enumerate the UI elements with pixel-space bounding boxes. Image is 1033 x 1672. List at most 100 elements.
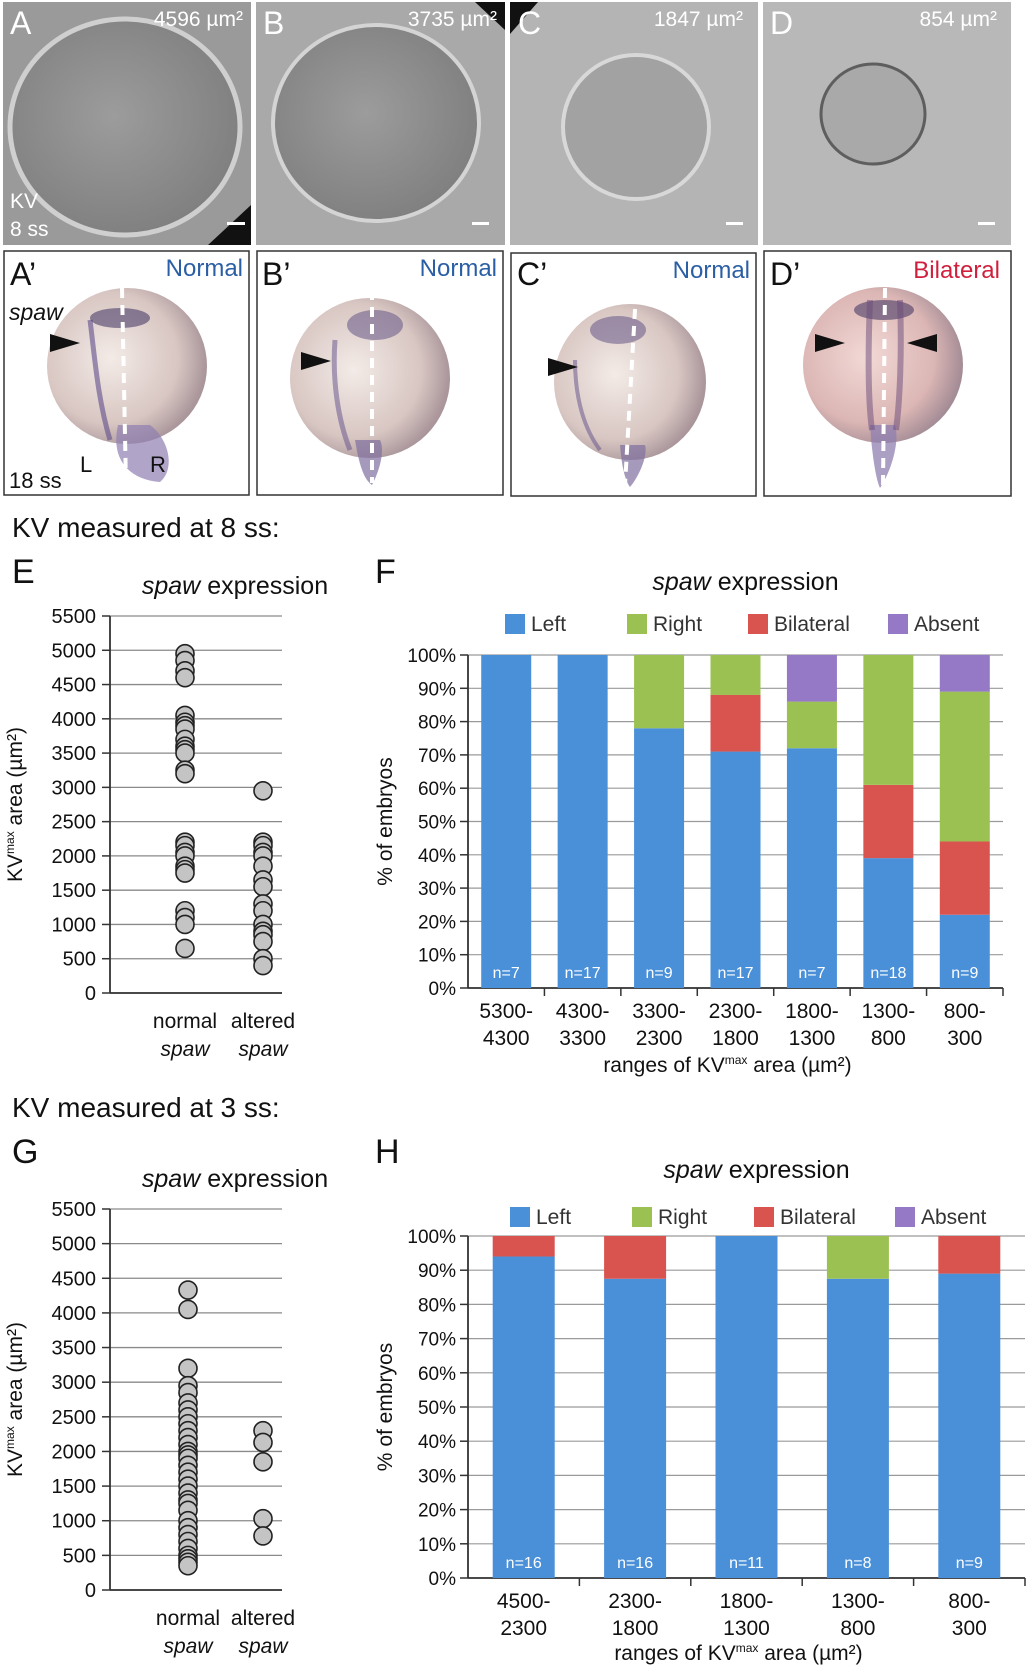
chart-h-category-sublabel: 2300: [500, 1617, 547, 1640]
spaw-status-c: Normal: [673, 257, 750, 284]
chart-f-ytick-label: 90%: [418, 679, 456, 700]
chart-h-ytick-label: 20%: [418, 1501, 456, 1522]
chart-g-data-point: [253, 1508, 273, 1529]
chart-h-legend-label-left: Left: [536, 1206, 571, 1229]
chart-e-data-point: [175, 938, 195, 959]
kv-area-a: 4596 µm²: [154, 8, 243, 31]
chart-h-category-sublabel: 1300: [723, 1617, 770, 1640]
chart-h-ytick-label: 10%: [418, 1535, 456, 1556]
chart-g-data-point: [253, 1452, 273, 1472]
chart-e-ytick-label: 3500: [52, 743, 97, 765]
chart-h-legend-swatch-right: [632, 1207, 652, 1227]
chart-h-category-sublabel: 300: [952, 1617, 987, 1640]
chart-f-n-label: n=9: [646, 965, 673, 982]
chart-e-title: spaw expression: [142, 572, 328, 600]
chart-e-data-point: [253, 931, 273, 952]
embryo-panel-a-prime: A’ Normal spaw 18 ss L R: [3, 250, 250, 496]
chart-h-ytick-label: 60%: [418, 1364, 456, 1385]
chart-f-ytick-label: 80%: [418, 713, 456, 734]
chart-h-ytick-label: 40%: [418, 1432, 456, 1453]
chart-g-ytick-label: 4000: [52, 1303, 97, 1325]
chart-e-ytick-label: 1000: [52, 914, 97, 936]
chart-h-ytick-label: 0%: [429, 1569, 457, 1590]
panel-letter-b-prime: B’: [262, 256, 290, 292]
chart-f-bar-segment-bilateral: [863, 784, 914, 859]
chart-e-data-point: [175, 914, 195, 935]
chart-e-ytick-label: 5000: [52, 640, 97, 662]
section-title-3ss: KV measured at 3 ss:: [12, 1092, 280, 1123]
chart-f-category-label: 1300-: [861, 1000, 915, 1023]
chart-f-n-label: n=7: [798, 965, 825, 982]
chart-f-legend-swatch-right: [627, 614, 647, 634]
panel-letter-d-prime: D’: [770, 256, 800, 292]
chart-h-title: spaw expression: [663, 1156, 849, 1184]
chart-f-ylabel: % of embryos: [374, 757, 397, 885]
chart-e-ytick-label: 500: [63, 949, 96, 971]
chart-f-legend-label-absent: Absent: [914, 613, 980, 636]
chart-g-ytick-label: 1000: [52, 1511, 97, 1533]
chart-g-category-label: normal: [156, 1607, 220, 1630]
chart-g-category-sublabel: spaw: [238, 1635, 289, 1658]
chart-f-category-label: 2300-: [709, 1000, 763, 1023]
panel-letter-d: D: [770, 5, 793, 41]
chart-f-ytick-label: 10%: [418, 946, 456, 967]
chart-h-legend-label-absent: Absent: [921, 1206, 987, 1229]
chart-e-ytick-label: 0: [85, 983, 96, 1005]
chart-f-stacked-bar: spaw expression Left Right Bilateral Absent 0…: [374, 568, 1004, 1077]
chart-e-data-point: [175, 763, 195, 784]
chart-e-data-point: [253, 780, 273, 801]
chart-g-ytick-label: 0: [85, 1580, 96, 1602]
chart-e-data-point: [175, 743, 195, 763]
chart-g-ylabel: KVmax area (µm²): [3, 1322, 27, 1477]
chart-f-ytick-label: 70%: [418, 746, 456, 767]
chart-f-bar-segment-left: [481, 655, 532, 988]
chart-e-data-point: [175, 667, 195, 688]
chart-h-category-label: 2300-: [608, 1590, 662, 1613]
chart-e-ytick-label: 4000: [52, 709, 97, 731]
chart-h-bar-segment-left: [938, 1273, 1001, 1578]
chart-f-ytick-label: 20%: [418, 912, 456, 933]
chart-g-category-sublabel: spaw: [163, 1635, 214, 1658]
chart-f-bar-segment-left: [710, 751, 761, 988]
chart-e-data-point: [253, 955, 273, 976]
chart-g-ytick-label: 500: [63, 1545, 96, 1567]
chart-f-bar-segment-right: [863, 655, 914, 785]
chart-e-ytick-label: 5500: [52, 606, 97, 628]
chart-h-bar-segment-left: [492, 1256, 555, 1578]
chart-f-bar-segment-absent: [786, 655, 837, 702]
chart-f-bar-segment-bilateral: [710, 694, 761, 752]
panel-letter-c-prime: C’: [517, 256, 547, 292]
chart-h-category-sublabel: 1800: [612, 1617, 659, 1640]
chart-f-category-sublabel: 2300: [636, 1027, 683, 1050]
chart-h-bar-segment-bilateral: [938, 1236, 1001, 1274]
chart-f-ytick-label: 0%: [429, 979, 457, 1000]
chart-h-n-label: n=16: [617, 1555, 653, 1572]
kv-panel-c: C 1847 µm²: [510, 2, 758, 245]
chart-f-bar-segment-absent: [939, 655, 990, 692]
chart-g-data-point: [178, 1358, 198, 1379]
panel-letter-f: F: [375, 553, 396, 591]
chart-f-category-sublabel: 4300: [483, 1027, 530, 1050]
kv-label: KV: [10, 190, 38, 213]
chart-g-data-point: [178, 1555, 198, 1576]
chart-e-category-sublabel: spaw: [238, 1038, 289, 1061]
chart-g-ytick-label: 3000: [52, 1372, 97, 1394]
chart-g-ytick-label: 1500: [52, 1476, 97, 1498]
chart-f-ytick-label: 100%: [407, 646, 456, 667]
chart-f-n-label: n=7: [493, 965, 520, 982]
chart-e-ytick-label: 3000: [52, 777, 97, 799]
panel-letter-a-prime: A’: [10, 256, 36, 292]
kv-panel-a: A 4596 µm² KV 8 ss: [3, 2, 251, 245]
chart-h-category-label: 800-: [948, 1590, 990, 1613]
panel-letter-g: G: [12, 1133, 38, 1171]
chart-f-n-label: n=18: [870, 965, 906, 982]
chart-h-n-label: n=16: [506, 1555, 542, 1572]
chart-h-bar-segment-bilateral: [492, 1236, 555, 1257]
chart-h-bar-segment-right: [826, 1236, 889, 1279]
chart-f-category-sublabel: 3300: [559, 1027, 606, 1050]
chart-f-bar-segment-right: [710, 655, 761, 695]
chart-g-data-point: [253, 1526, 273, 1546]
stage-label-8ss: 8 ss: [10, 218, 49, 241]
chart-f-ytick-label: 60%: [418, 779, 456, 800]
